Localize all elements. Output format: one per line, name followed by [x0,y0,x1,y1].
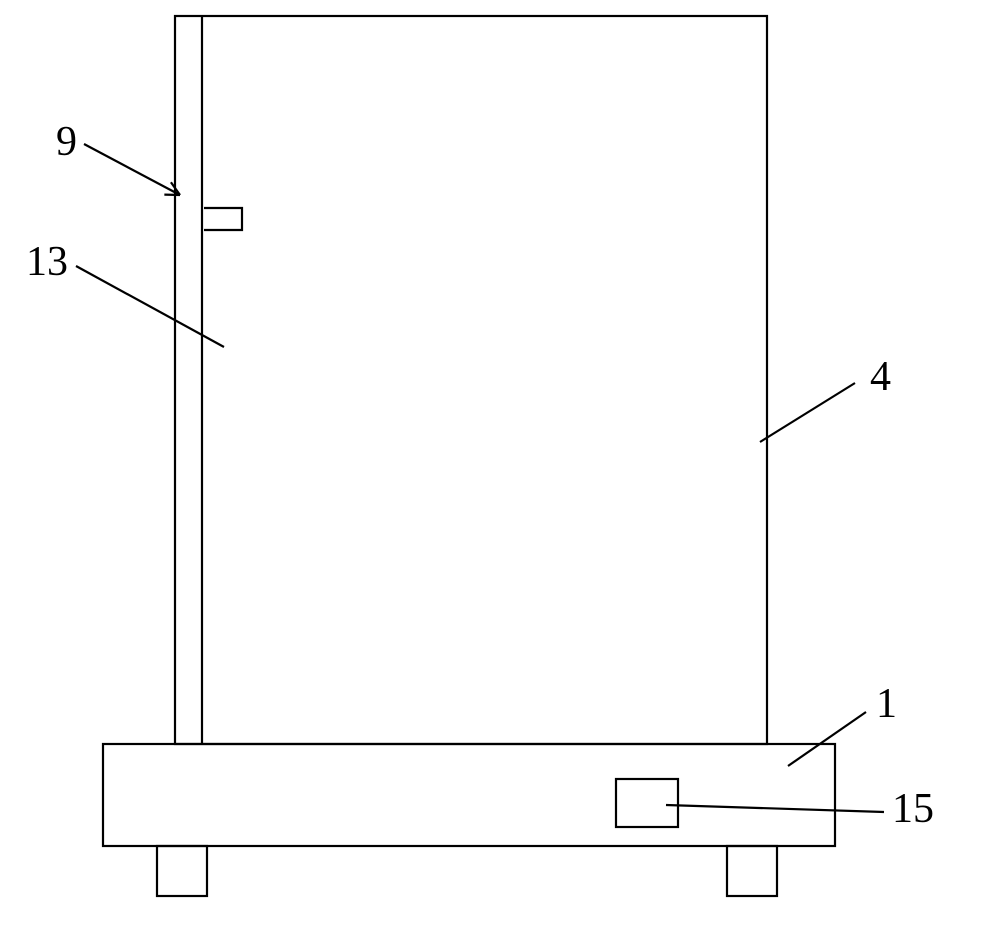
label-13: 13 [26,239,68,285]
leg-right [727,846,777,896]
leg-left [157,846,207,896]
handle-rect [204,208,242,230]
small-box-rect [616,779,678,827]
leader-lines [76,144,884,812]
label-15: 15 [892,786,934,832]
label-9: 9 [56,119,77,165]
main-body-rect [175,16,767,744]
base-rect [103,744,835,846]
diagram-canvas: 9 13 4 1 15 [0,0,1000,942]
label-4: 4 [870,354,891,400]
label-1: 1 [876,681,897,727]
